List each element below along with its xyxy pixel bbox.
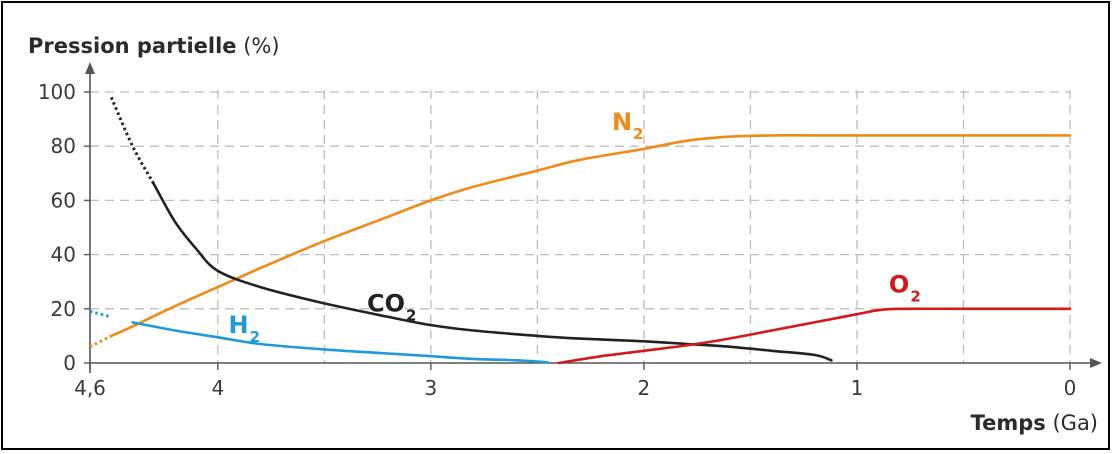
x-tick-label: 4,6 — [74, 376, 106, 400]
x-axis-arrow — [1090, 358, 1102, 368]
y-axis-title-name: Pression partielle — [28, 34, 237, 58]
series-label: O2 — [889, 271, 921, 306]
x-tick-label: 3 — [425, 376, 438, 400]
series-group — [89, 96, 1072, 365]
y-tick-label: 60 — [51, 188, 76, 212]
x-tick-label: 1 — [851, 376, 864, 400]
labels: Pression partielle (%)Temps (Ga)N2CO2H2O… — [28, 34, 1098, 435]
y-axis-arrow — [85, 62, 95, 74]
y-tick-label: 0 — [63, 351, 76, 375]
series-label-subscript: 2 — [633, 125, 643, 143]
x-axis-title-unit: (Ga) — [1046, 411, 1098, 435]
y-tick-label: 40 — [51, 243, 76, 267]
series-line-dotted — [89, 334, 112, 349]
series-label: CO2 — [367, 290, 416, 325]
y-axis-title-unit: (%) — [237, 34, 280, 58]
x-axis-title-name: Temps — [971, 411, 1046, 435]
series-line — [152, 182, 833, 362]
series-label-subscript: 2 — [910, 288, 920, 306]
x-tick-label: 2 — [638, 376, 651, 400]
y-tick-label: 20 — [51, 297, 76, 321]
series-label: H2 — [228, 311, 260, 346]
series-label-name: N — [612, 108, 632, 136]
series-n2-group — [89, 133, 1072, 349]
x-axis-title: Temps (Ga) — [971, 411, 1098, 435]
series-label-subscript: 2 — [406, 307, 416, 325]
series-line-dotted — [89, 310, 112, 319]
series-label-name: H — [228, 311, 248, 339]
axes: 0 20 40 60 80 100 4,6 4 3 2 1 0 — [38, 62, 1102, 400]
y-tick-label: 80 — [51, 134, 76, 158]
series-line — [131, 321, 550, 364]
y-axis-title: Pression partielle (%) — [28, 34, 280, 58]
y-tick-label: 100 — [38, 80, 76, 104]
series-label-name: O — [889, 271, 909, 299]
series-co2-group — [109, 96, 833, 362]
series-line-dotted — [109, 96, 156, 185]
series-h2-group — [89, 310, 550, 364]
x-tick-label: 4 — [211, 376, 224, 400]
x-tick-label: 0 — [1064, 376, 1077, 400]
series-line — [557, 307, 1072, 365]
series-line — [110, 133, 1072, 338]
series-label: N2 — [612, 108, 644, 143]
series-label-name: CO — [367, 290, 405, 318]
series-label-subscript: 2 — [250, 328, 260, 346]
series-o2-group — [557, 307, 1072, 365]
